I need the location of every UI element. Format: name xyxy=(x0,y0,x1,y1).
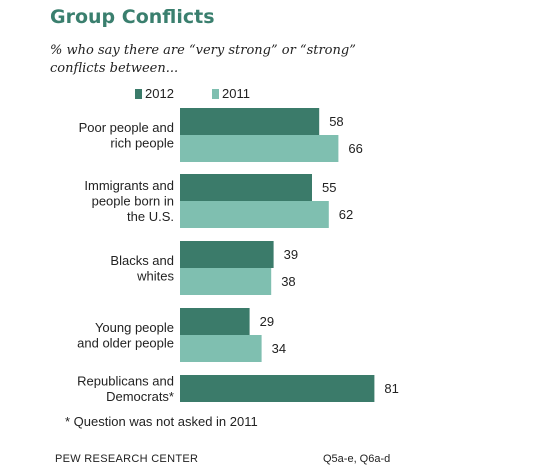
data-label-2011: 38 xyxy=(281,274,295,289)
bar-2011 xyxy=(180,268,272,295)
data-label-2012: 39 xyxy=(284,247,298,262)
data-label-2012: 55 xyxy=(322,180,336,195)
bar-2012 xyxy=(180,174,312,201)
category-label: Immigrants and xyxy=(84,178,174,193)
chart-subtitle: % who say there are “very strong” or “st… xyxy=(50,43,356,76)
data-label-2011: 62 xyxy=(339,207,353,222)
legend-label-2011: 2011 xyxy=(222,86,250,101)
data-label-2012: 29 xyxy=(260,314,274,329)
data-label-2011: 34 xyxy=(272,341,286,356)
legend: 2012 2011 xyxy=(0,86,550,102)
category-label: Young people xyxy=(95,320,174,335)
bar-2011 xyxy=(180,335,262,362)
legend-label-2012: 2012 xyxy=(145,86,174,101)
category-label: rich people xyxy=(110,135,174,150)
footnote: * Question was not asked in 2011 xyxy=(65,414,258,429)
legend-swatch-2011 xyxy=(212,88,219,99)
bar-2011 xyxy=(180,135,339,162)
category-label: whites xyxy=(136,268,174,283)
data-label-2012: 81 xyxy=(384,381,398,396)
bar-2011 xyxy=(180,201,329,228)
bar-2012 xyxy=(180,375,375,402)
category-label: Blacks and xyxy=(110,253,174,268)
category-label: Poor people and xyxy=(79,120,174,135)
source-label: PEW RESEARCH CENTER xyxy=(55,453,199,465)
category-label: and older people xyxy=(77,335,174,350)
category-label: people born in xyxy=(92,194,174,209)
data-label-2012: 58 xyxy=(329,114,343,129)
bar-2012 xyxy=(180,308,250,335)
legend-item-2011: 2011 xyxy=(212,86,250,101)
legend-swatch-2012 xyxy=(135,88,142,99)
category-label: the U.S. xyxy=(127,209,174,224)
data-label-2011: 66 xyxy=(348,141,362,156)
category-label: Democrats* xyxy=(106,389,174,404)
chart-title: Group Conflicts xyxy=(50,6,215,28)
legend-item-2012: 2012 xyxy=(135,86,174,101)
bar-2012 xyxy=(180,241,274,268)
category-label: Republicans and xyxy=(77,373,174,388)
bar-2012 xyxy=(180,108,320,135)
question-reference: Q5a-e, Q6a-d xyxy=(323,453,391,465)
